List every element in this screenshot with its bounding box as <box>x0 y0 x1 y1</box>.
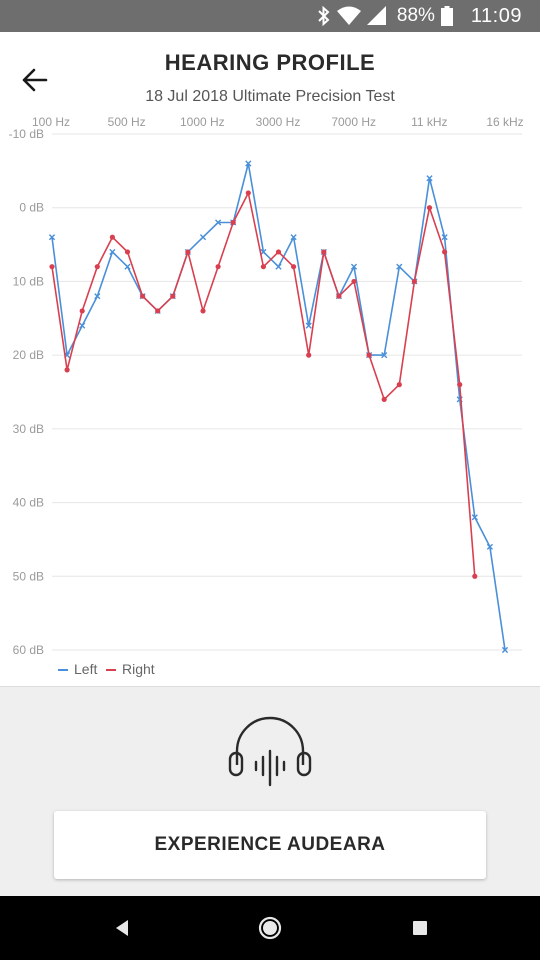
y-tick-label: 10 dB <box>13 274 44 288</box>
data-point-left <box>501 646 509 654</box>
data-point-right <box>109 234 115 240</box>
back-button[interactable] <box>20 65 54 95</box>
headphones-icon <box>227 713 313 787</box>
data-point-left <box>245 160 252 167</box>
data-point-right <box>215 264 221 270</box>
y-tick-label: 60 dB <box>13 643 44 657</box>
status-bar: 88% 11:09 <box>0 0 540 32</box>
data-point-right <box>124 249 131 255</box>
x-tick-label: 500 Hz <box>108 115 146 129</box>
data-point-right <box>396 382 402 388</box>
data-point-right <box>366 352 372 358</box>
data-point-right <box>94 264 100 270</box>
header: HEARING PROFILE 18 Jul 2018 Ultimate Pre… <box>0 32 540 114</box>
data-point-right <box>245 190 251 196</box>
data-point-left <box>199 234 207 241</box>
data-point-right <box>472 573 478 579</box>
bottom-panel: EXPERIENCE AUDEARA <box>0 686 540 897</box>
data-point-right <box>321 249 327 255</box>
bluetooth-icon <box>317 6 331 26</box>
y-tick-label: 0 dB <box>19 201 44 215</box>
data-point-right <box>457 382 463 388</box>
home-circle-icon[interactable] <box>256 914 284 942</box>
x-tick-label: 1000 Hz <box>180 115 225 129</box>
y-tick-label: 40 dB <box>13 496 44 510</box>
recents-square-icon[interactable] <box>406 914 434 942</box>
data-point-right <box>275 249 282 255</box>
data-point-right <box>170 293 176 299</box>
legend-label-left: Left <box>74 661 97 677</box>
signal-icon <box>366 6 387 26</box>
battery-icon <box>440 6 453 26</box>
data-point-right <box>381 396 387 402</box>
data-point-right <box>79 308 85 314</box>
experience-audeara-button[interactable]: EXPERIENCE AUDEARA <box>54 811 486 879</box>
data-point-left <box>290 234 297 241</box>
hearing-chart-svg: -10 dB 0 dB 10 dB 20 dB 30 dB 40 dB 50 dB 60 dB… <box>9 115 524 677</box>
battery-percentage: 88% <box>396 5 435 26</box>
data-point-left <box>275 263 282 270</box>
data-point-left <box>124 263 131 270</box>
x-tick-label: 7000 Hz <box>331 115 376 129</box>
legend-label-right: Right <box>122 661 155 677</box>
data-point-right <box>140 293 146 299</box>
data-point-right <box>442 249 448 255</box>
data-point-right <box>185 249 191 255</box>
data-point-left <box>48 234 56 241</box>
data-point-left <box>381 352 388 359</box>
arrow-left-icon <box>22 68 48 92</box>
x-tick-label: 11 kHz <box>411 115 447 129</box>
data-point-right <box>260 264 266 270</box>
x-tick-label: 3000 Hz <box>256 115 301 129</box>
data-point-left <box>215 219 222 226</box>
x-tick-label: 16 kHz <box>486 115 523 129</box>
page-subtitle: 18 Jul 2018 Ultimate Precision Test <box>145 88 395 105</box>
data-point-left <box>94 293 101 300</box>
data-point-right <box>64 367 70 373</box>
data-point-left <box>79 322 86 329</box>
page-title: HEARING PROFILE <box>164 50 376 75</box>
data-point-right <box>155 308 161 314</box>
data-point-left <box>396 263 403 270</box>
data-point-right <box>411 278 417 285</box>
data-point-left <box>426 175 433 182</box>
data-point-left <box>305 322 312 329</box>
data-point-left <box>109 248 116 256</box>
data-point-right <box>49 264 55 270</box>
data-point-left <box>441 234 448 241</box>
y-tick-label: 50 dB <box>13 569 44 583</box>
data-point-right <box>336 293 342 299</box>
data-point-left <box>350 263 358 270</box>
status-icons: 88% 11:09 <box>317 0 522 32</box>
data-point-right <box>230 219 236 226</box>
data-point-right <box>426 205 433 211</box>
data-point-left <box>260 248 267 256</box>
clock: 11:09 <box>470 4 522 27</box>
navigation-bar <box>0 896 540 960</box>
data-point-right <box>200 308 206 314</box>
y-tick-label: -10 dB <box>9 127 44 141</box>
y-tick-label: 30 dB <box>13 422 44 436</box>
y-tick-label: 20 dB <box>13 348 44 362</box>
data-point-right <box>351 278 357 285</box>
x-tick-label: 100 Hz <box>32 115 70 129</box>
wifi-icon <box>336 6 361 26</box>
data-point-left <box>471 514 478 521</box>
data-point-left <box>486 543 493 550</box>
series-line-left <box>51 162 506 651</box>
back-triangle-icon[interactable] <box>108 914 136 942</box>
data-point-right <box>291 264 297 270</box>
data-point-right <box>306 352 312 358</box>
hearing-chart: -10 dB 0 dB 10 dB 20 dB 30 dB 40 dB 50 dB 60 dB… <box>0 108 540 684</box>
